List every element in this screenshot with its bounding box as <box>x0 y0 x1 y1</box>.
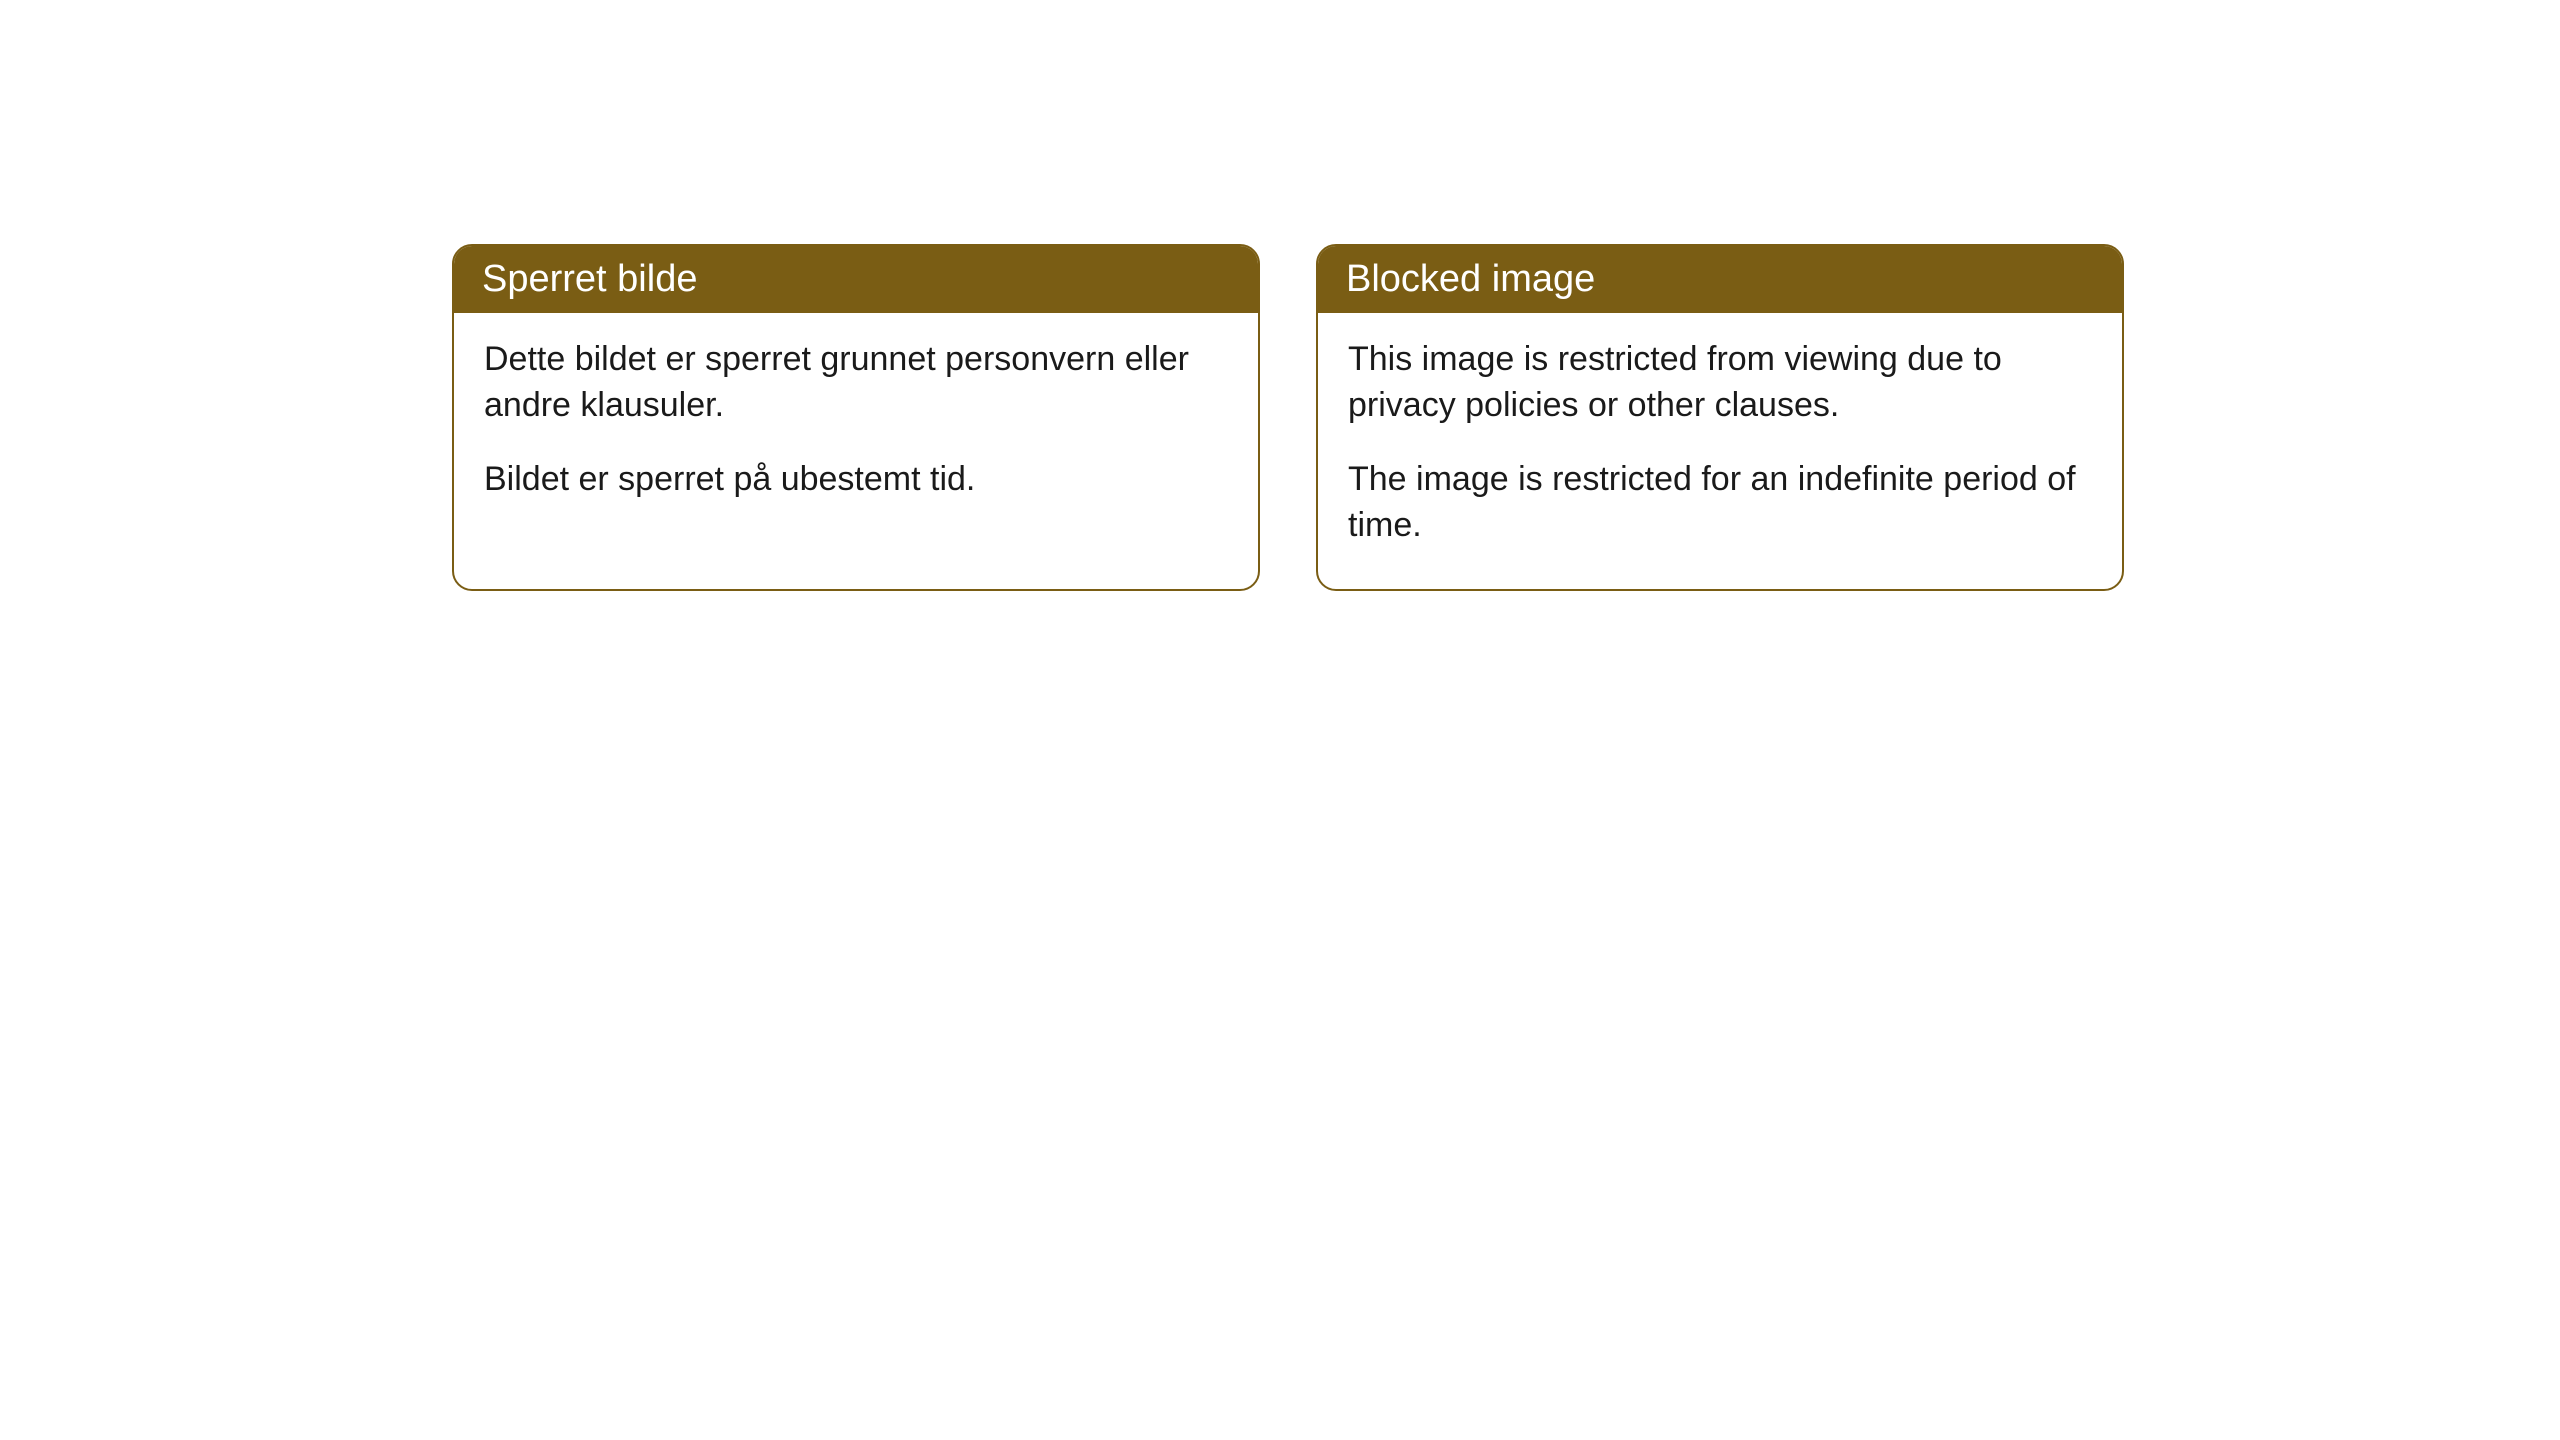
notice-container: Sperret bilde Dette bildet er sperret gr… <box>452 244 2124 591</box>
card-title: Blocked image <box>1346 258 1595 300</box>
card-header-norwegian: Sperret bilde <box>454 246 1258 313</box>
card-paragraph: This image is restricted from viewing du… <box>1348 337 2092 429</box>
card-body-norwegian: Dette bildet er sperret grunnet personve… <box>454 313 1258 543</box>
card-paragraph: Bildet er sperret på ubestemt tid. <box>484 457 1228 503</box>
blocked-image-card-norwegian: Sperret bilde Dette bildet er sperret gr… <box>452 244 1260 591</box>
card-paragraph: Dette bildet er sperret grunnet personve… <box>484 337 1228 429</box>
blocked-image-card-english: Blocked image This image is restricted f… <box>1316 244 2124 591</box>
card-header-english: Blocked image <box>1318 246 2122 313</box>
card-paragraph: The image is restricted for an indefinit… <box>1348 457 2092 549</box>
card-title: Sperret bilde <box>482 258 697 300</box>
card-body-english: This image is restricted from viewing du… <box>1318 313 2122 589</box>
